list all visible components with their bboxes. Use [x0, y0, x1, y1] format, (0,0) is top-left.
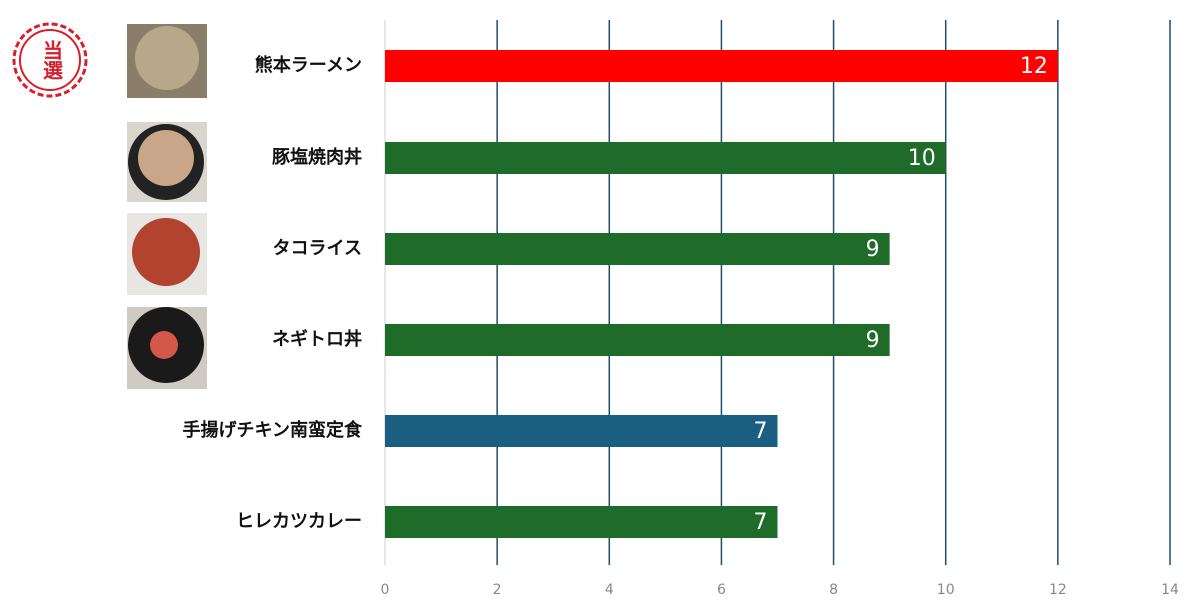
- photo-dish: [135, 26, 199, 90]
- x-tick-label: 14: [1161, 582, 1179, 598]
- photo-food: [150, 331, 178, 359]
- bar: [385, 142, 946, 174]
- x-tick-label: 0: [381, 582, 390, 598]
- bar: [385, 415, 778, 447]
- photos: [127, 24, 207, 389]
- category-label: 豚塩焼肉丼: [272, 146, 362, 168]
- value-label: 12: [1020, 54, 1048, 79]
- bar: [385, 233, 890, 265]
- stamp-text: 当選: [40, 40, 64, 81]
- stamp: 当選: [12, 22, 88, 98]
- category-label: ネギトロ丼: [272, 329, 362, 350]
- value-label: 7: [754, 419, 768, 444]
- bar: [385, 50, 1058, 82]
- photo-food: [138, 130, 194, 186]
- value-label: 9: [866, 328, 880, 353]
- x-tick-label: 10: [937, 582, 955, 598]
- category-label: ヒレカツカレー: [236, 511, 362, 532]
- photo-food: [132, 218, 200, 286]
- x-tick-label: 8: [829, 582, 838, 598]
- value-label: 10: [908, 146, 936, 171]
- bar: [385, 506, 778, 538]
- bar: [385, 324, 890, 356]
- x-tick-label: 4: [605, 582, 614, 598]
- category-label: 熊本ラーメン: [255, 54, 362, 76]
- value-label: 9: [866, 237, 880, 262]
- stamp-border: [12, 22, 88, 98]
- x-tick-label: 12: [1049, 582, 1067, 598]
- x-tick-label: 6: [717, 582, 726, 598]
- x-tick-label: 2: [493, 582, 502, 598]
- value-label: 7: [754, 510, 768, 535]
- category-label: タコライス: [273, 238, 362, 259]
- stamp-ring: [19, 29, 81, 91]
- category-label: 手揚げチキン南蛮定食: [183, 419, 363, 441]
